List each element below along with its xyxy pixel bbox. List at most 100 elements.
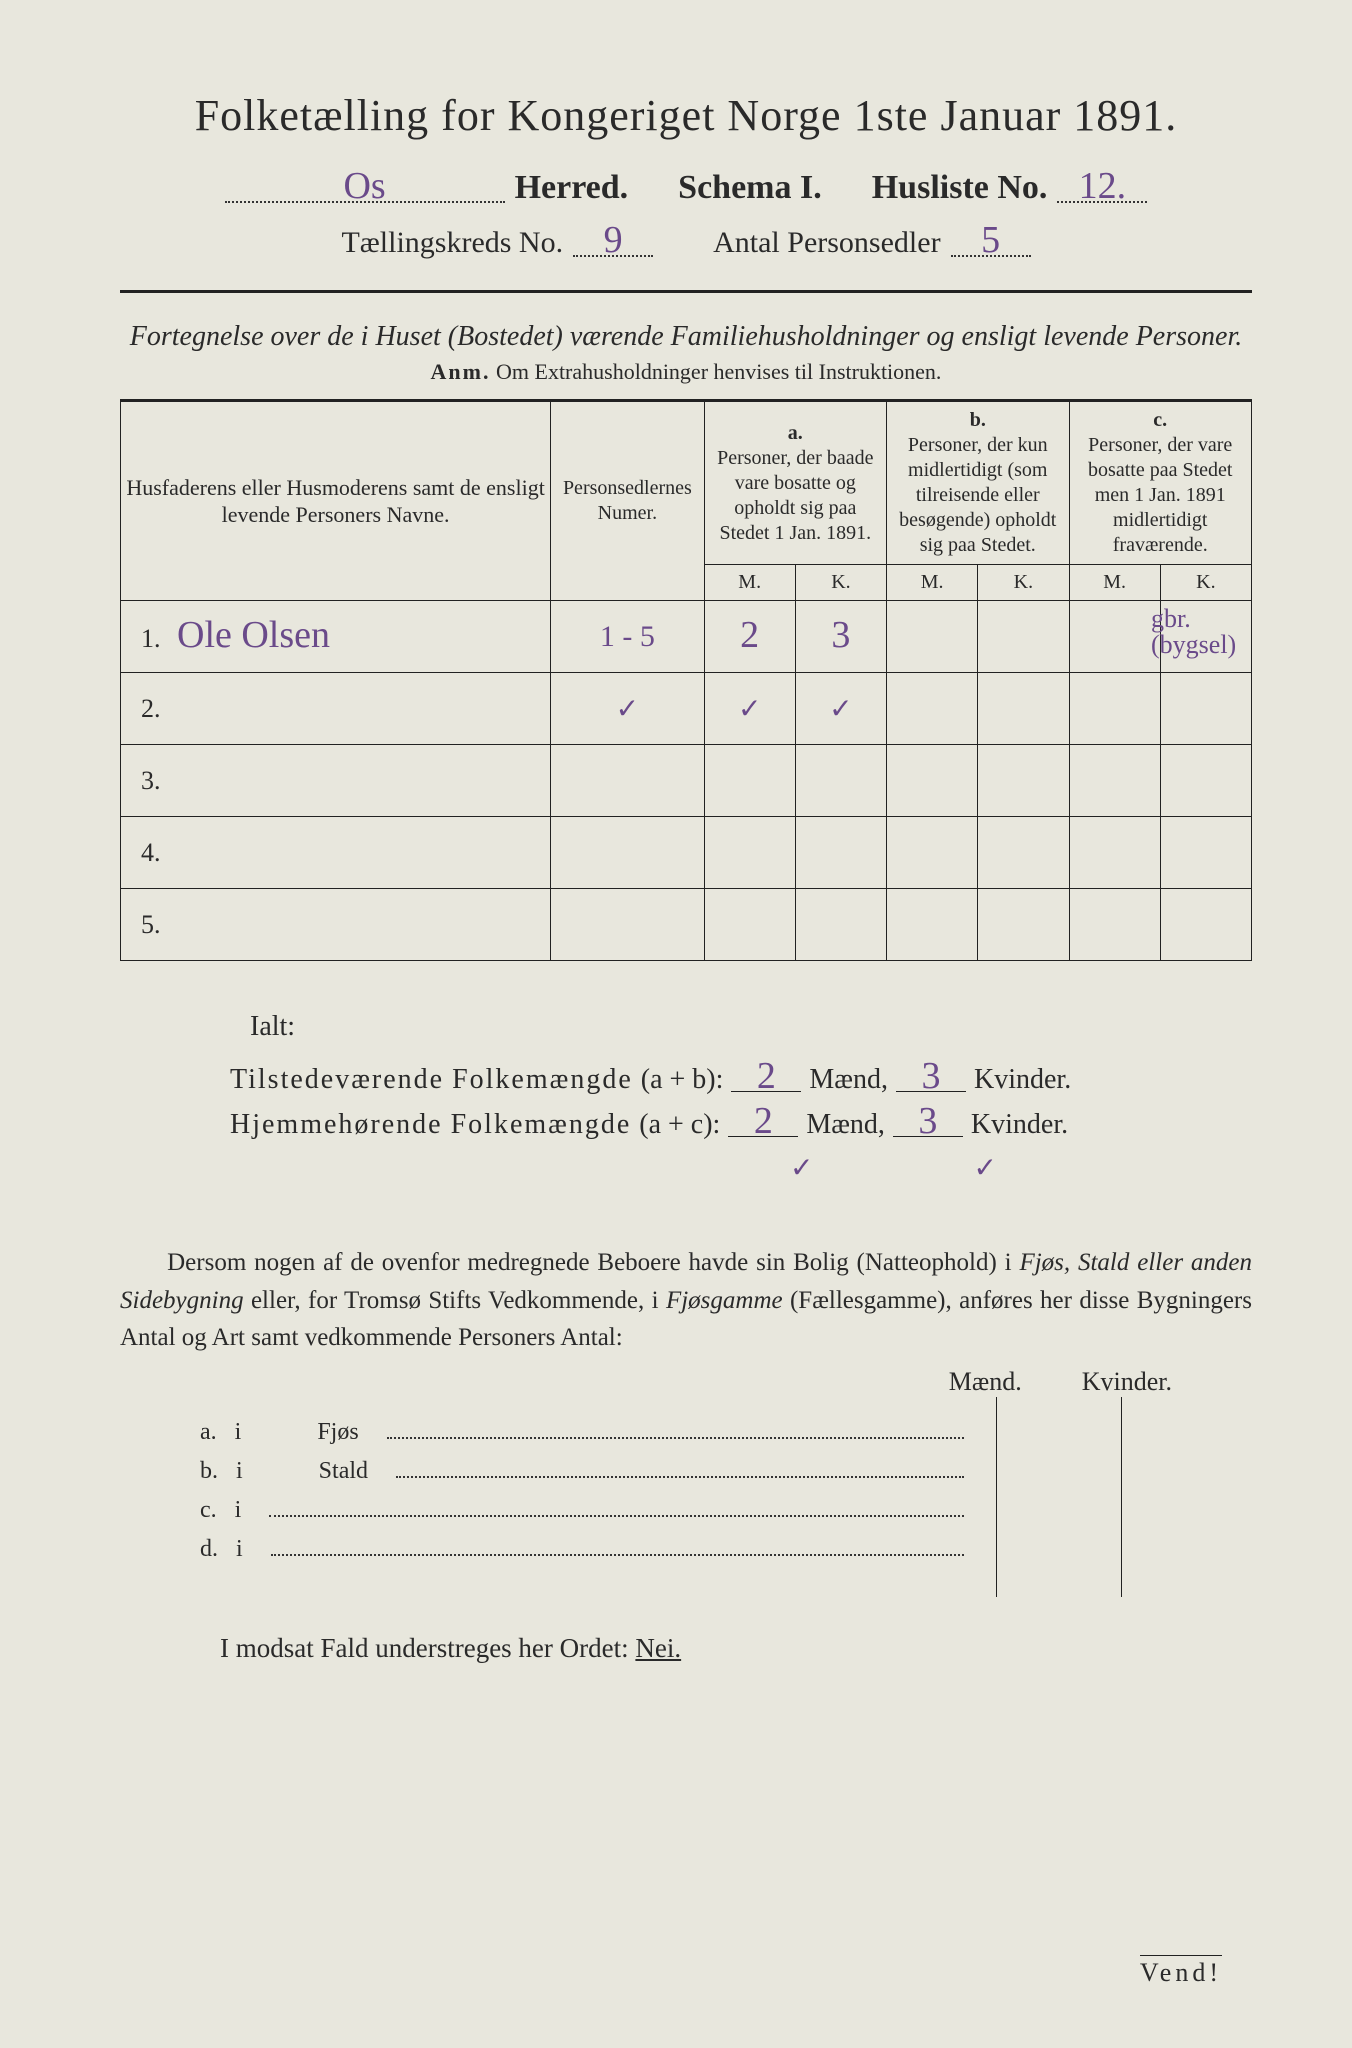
check-m: ✓ — [790, 1151, 813, 1184]
col-b-header: b. Personer, der kun midlertidigt (som t… — [887, 401, 1069, 565]
b-k: K. — [978, 565, 1069, 601]
header-line-2: Os Herred. Schema I. Husliste No. 12. — [120, 169, 1252, 207]
hjemme-label: Hjemmehørende — [230, 1109, 443, 1141]
row-4: 4. — [121, 817, 551, 889]
cell — [978, 601, 1069, 673]
row-5: 5. — [121, 889, 551, 961]
row-3: 3. — [121, 745, 551, 817]
margin-note: gbr. (bygsel) — [1151, 606, 1261, 658]
ialt-label: Ialt: — [250, 1011, 1252, 1043]
census-form-page: Folketælling for Kongeriget Norge 1ste J… — [0, 0, 1352, 2048]
hdr-c-text: Personer, der vare bosatte paa Stedet me… — [1074, 433, 1248, 558]
t-m: 2 — [731, 1061, 801, 1092]
c-m: M. — [1069, 565, 1160, 601]
page-title: Folketælling for Kongeriget Norge 1ste J… — [120, 90, 1252, 141]
schema-label: Schema I. — [678, 169, 822, 207]
label: Stald — [319, 1458, 368, 1485]
outbuild-row: a. i Fjøs — [200, 1415, 1252, 1446]
hdr-c: c. — [1074, 408, 1248, 433]
folkem2: Folkemængde — [451, 1109, 632, 1141]
i: i — [235, 1419, 242, 1446]
col-a-header: a. Personer, der baade vare bosatte og o… — [704, 401, 886, 565]
vline-2 — [1121, 1397, 1122, 1597]
maend-col: Mænd. — [949, 1367, 1022, 1397]
hjemme-line: Hjemmehørende Folkemængde (a + c): 2 Mæn… — [230, 1106, 1252, 1141]
k: a. — [200, 1419, 217, 1446]
totals-block: Ialt: Tilstedeværende Folkemængde (a + b… — [230, 1011, 1252, 1184]
outbuild-row: d. i — [200, 1532, 1252, 1563]
table-row: 4. — [121, 817, 1252, 889]
maend: Mænd, — [809, 1064, 888, 1096]
row-num: 1. — [141, 624, 161, 653]
col-c-header: c. Personer, der vare bosatte paa Stedet… — [1069, 401, 1252, 565]
vend-label: Vend! — [1140, 1955, 1222, 1988]
col-numer-header: Personsedlernes Numer. — [551, 401, 704, 601]
c-k: K. — [1160, 565, 1251, 601]
dots — [269, 1493, 964, 1517]
cell: 3 — [831, 614, 850, 656]
antal-label: Antal Personsedler — [713, 226, 940, 260]
cell: ✓ — [616, 693, 639, 724]
cell — [1069, 601, 1160, 673]
dots — [396, 1454, 964, 1478]
label: Fjøs — [317, 1419, 358, 1446]
k: d. — [200, 1536, 218, 1563]
k: c. — [200, 1497, 217, 1524]
cell: 2 — [740, 614, 759, 656]
kvinder: Kvinder. — [974, 1064, 1071, 1096]
t-k: 3 — [896, 1061, 966, 1092]
hdr-a: a. — [709, 421, 882, 446]
kreds-label: Tællingskreds No. — [341, 226, 563, 260]
husliste-value: 12. — [1057, 171, 1147, 203]
row-1: 1. Ole Olsen — [121, 601, 551, 673]
check-k: ✓ — [973, 1151, 996, 1184]
folkem: Folkemængde — [452, 1064, 633, 1096]
tilstede-label: Tilstedeværende — [230, 1064, 444, 1096]
table-row: 5. — [121, 889, 1252, 961]
herred-label: Herred. — [515, 169, 629, 207]
table-row: 3. — [121, 745, 1252, 817]
kvinder2: Kvinder. — [971, 1109, 1068, 1141]
kvinder-col: Kvinder. — [1082, 1367, 1172, 1397]
anm-text: Om Extrahusholdninger henvises til Instr… — [496, 359, 941, 384]
b-m: M. — [887, 565, 978, 601]
i: i — [235, 1497, 242, 1524]
household-table: Husfaderens eller Husmoderens samt de en… — [120, 399, 1252, 961]
h-k: 3 — [893, 1106, 963, 1137]
nei: Nei. — [635, 1633, 681, 1663]
dots — [271, 1532, 964, 1556]
antal-value: 5 — [951, 225, 1031, 257]
tilstede-line: Tilstedeværende Folkemængde (a + b): 2 M… — [230, 1061, 1252, 1096]
kreds-value: 9 — [573, 225, 653, 257]
ab: (a + b): — [641, 1064, 724, 1096]
husliste-label: Husliste No. — [872, 169, 1048, 207]
bottom-line: I modsat Fald understreges her Ordet: Ne… — [220, 1633, 1252, 1664]
header-line-3: Tællingskreds No. 9 Antal Personsedler 5 — [120, 225, 1252, 260]
col-names-header: Husfaderens eller Husmoderens samt de en… — [121, 401, 551, 601]
divider — [120, 290, 1252, 293]
outbuild-row: c. i — [200, 1493, 1252, 1524]
cell — [887, 601, 978, 673]
maend2: Mænd, — [806, 1109, 885, 1141]
cell: ✓ — [829, 693, 852, 724]
a-m: M. — [704, 565, 795, 601]
k: b. — [200, 1458, 218, 1485]
cell: ✓ — [738, 693, 761, 724]
vline-1 — [996, 1397, 997, 1597]
hdr-b: b. — [891, 408, 1064, 433]
i: i — [236, 1458, 243, 1485]
anm-prefix: Anm. — [431, 359, 491, 384]
anm-line: Anm. Om Extrahusholdninger henvises til … — [120, 359, 1252, 385]
row-name: Ole Olsen — [177, 614, 330, 656]
a-k: K. — [795, 565, 886, 601]
h-m: 2 — [728, 1106, 798, 1137]
hdr-a-text: Personer, der baade vare bosatte og opho… — [709, 446, 882, 546]
subtitle: Fortegnelse over de i Huset (Bostedet) v… — [120, 321, 1252, 353]
row-2: 2. — [121, 673, 551, 745]
table-row: 2. ✓ ✓ ✓ — [121, 673, 1252, 745]
check-line: ✓ ✓ — [790, 1151, 1252, 1184]
outbuilding-paragraph: Dersom nogen af de ovenfor medregnede Be… — [120, 1244, 1252, 1357]
outbuilding-list: Mænd. Kvinder. a. i Fjøs b. i Stald c. i — [200, 1377, 1252, 1563]
cell: gbr. (bygsel) — [1160, 601, 1251, 673]
bottom-text: I modsat Fald understreges her Ordet: — [220, 1633, 629, 1663]
